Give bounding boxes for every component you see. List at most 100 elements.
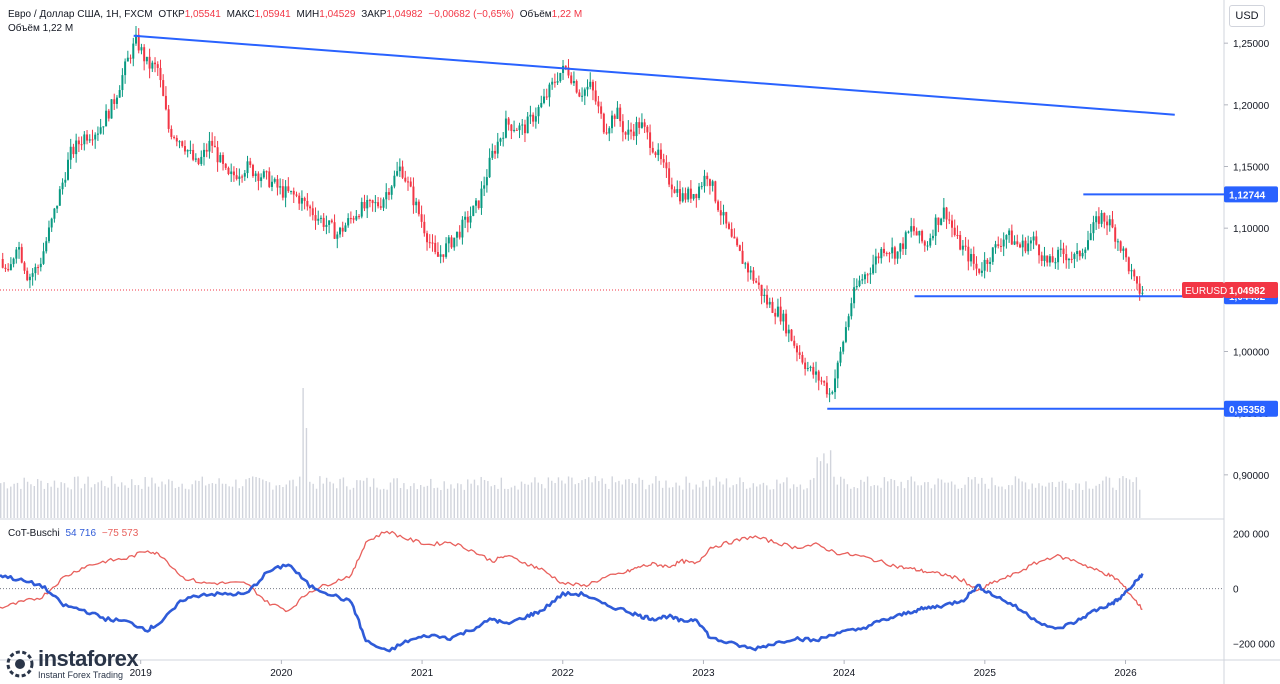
indicator-value-red: −75 573 bbox=[101, 528, 139, 539]
volume-bar bbox=[957, 488, 959, 518]
volume-bar bbox=[530, 482, 533, 518]
volume-bar bbox=[500, 477, 503, 518]
currency-button[interactable]: USD bbox=[1229, 5, 1265, 27]
volume-bar bbox=[665, 480, 667, 518]
volume-bar bbox=[608, 488, 610, 518]
candle-body bbox=[360, 201, 363, 217]
volume-bar bbox=[668, 487, 671, 518]
candle-body bbox=[426, 233, 429, 243]
candle-body bbox=[311, 208, 314, 216]
volume-bar bbox=[218, 478, 220, 518]
volume-bar bbox=[1071, 489, 1074, 518]
volume-bar bbox=[201, 476, 203, 518]
volume-bar bbox=[339, 478, 341, 518]
volume-bar bbox=[161, 481, 163, 518]
candle-body bbox=[72, 146, 75, 155]
candle-body bbox=[309, 206, 312, 209]
candle-body bbox=[1116, 241, 1119, 243]
volume-bar bbox=[50, 486, 52, 518]
candle-body bbox=[1081, 252, 1084, 257]
volume-bar bbox=[557, 477, 560, 518]
candle-body bbox=[83, 134, 86, 145]
volume-bar bbox=[396, 478, 398, 518]
candle-body bbox=[409, 181, 412, 187]
volume-bar bbox=[618, 480, 620, 518]
volume-bar bbox=[1041, 485, 1043, 518]
volume-bar bbox=[174, 488, 177, 518]
candle-body bbox=[529, 114, 532, 117]
candle-body bbox=[328, 220, 331, 225]
candle-body bbox=[156, 64, 159, 68]
candle-body bbox=[700, 186, 703, 188]
candle-body bbox=[817, 371, 820, 381]
volume-bar bbox=[924, 482, 926, 518]
volume-bar bbox=[107, 487, 109, 518]
volume-bar bbox=[272, 489, 274, 518]
volume-bar bbox=[890, 478, 892, 518]
candle-body bbox=[417, 201, 420, 215]
candle-body bbox=[455, 231, 458, 238]
candle-body bbox=[37, 267, 40, 269]
candle-body bbox=[717, 201, 720, 211]
candle-body bbox=[689, 188, 692, 199]
candle-body bbox=[1054, 262, 1057, 264]
candle-body bbox=[496, 141, 499, 154]
volume-bar bbox=[60, 482, 62, 518]
candle-body bbox=[368, 199, 371, 201]
candle-body bbox=[646, 126, 649, 133]
candle-body bbox=[885, 252, 888, 254]
candle-body bbox=[436, 251, 439, 257]
volume-bar bbox=[80, 488, 83, 518]
candle-body bbox=[69, 146, 72, 160]
x-tick-label: 2026 bbox=[1114, 668, 1137, 679]
volume-bar bbox=[144, 477, 146, 518]
symbol-title[interactable]: Евро / Доллар США, 1Н, FXCM bbox=[8, 9, 153, 20]
candle-body bbox=[934, 217, 937, 236]
high-value: 1,05941 bbox=[254, 9, 291, 20]
volume-bar bbox=[524, 483, 526, 518]
candle-body bbox=[1078, 251, 1081, 257]
candle-body bbox=[733, 236, 736, 239]
volume-bar bbox=[934, 484, 936, 518]
candle-body bbox=[736, 238, 739, 246]
volume-bar bbox=[940, 479, 943, 518]
candle-body bbox=[385, 192, 388, 200]
volume-bar bbox=[641, 479, 644, 518]
candle-body bbox=[1021, 240, 1024, 248]
candle-body bbox=[983, 259, 986, 271]
candle-body bbox=[396, 171, 399, 176]
volume-bar bbox=[26, 481, 29, 518]
candle-body bbox=[393, 175, 396, 187]
candle-body bbox=[387, 192, 390, 195]
candle-body bbox=[695, 194, 698, 199]
volume-bar bbox=[157, 486, 160, 518]
candle-body bbox=[757, 282, 760, 285]
volume-bar bbox=[1075, 483, 1077, 518]
volume-bar bbox=[268, 482, 271, 518]
candle-body bbox=[545, 96, 548, 98]
candle-body bbox=[227, 167, 230, 175]
candle-body bbox=[1, 259, 4, 268]
volume-bar bbox=[154, 483, 156, 518]
candle-body bbox=[719, 210, 722, 216]
candle-body bbox=[820, 380, 823, 382]
volume-bar bbox=[954, 484, 956, 518]
candle-body bbox=[755, 280, 758, 283]
volume-bar bbox=[900, 481, 902, 518]
volume-bar bbox=[409, 486, 412, 518]
volume-bar bbox=[1048, 482, 1050, 518]
candle-body bbox=[488, 157, 491, 178]
candle-body bbox=[912, 226, 915, 232]
volume-bar bbox=[332, 483, 335, 518]
candle-body bbox=[494, 150, 497, 154]
candle-body bbox=[483, 185, 486, 189]
candle-body bbox=[1133, 270, 1136, 277]
volume-bar bbox=[423, 486, 425, 518]
candle-body bbox=[9, 264, 12, 271]
candle-body bbox=[246, 161, 249, 174]
candle-body bbox=[812, 366, 815, 375]
indicator-name[interactable]: CoT-Buschi bbox=[8, 528, 60, 539]
volume-bar bbox=[624, 479, 627, 518]
candle-body bbox=[940, 218, 943, 225]
